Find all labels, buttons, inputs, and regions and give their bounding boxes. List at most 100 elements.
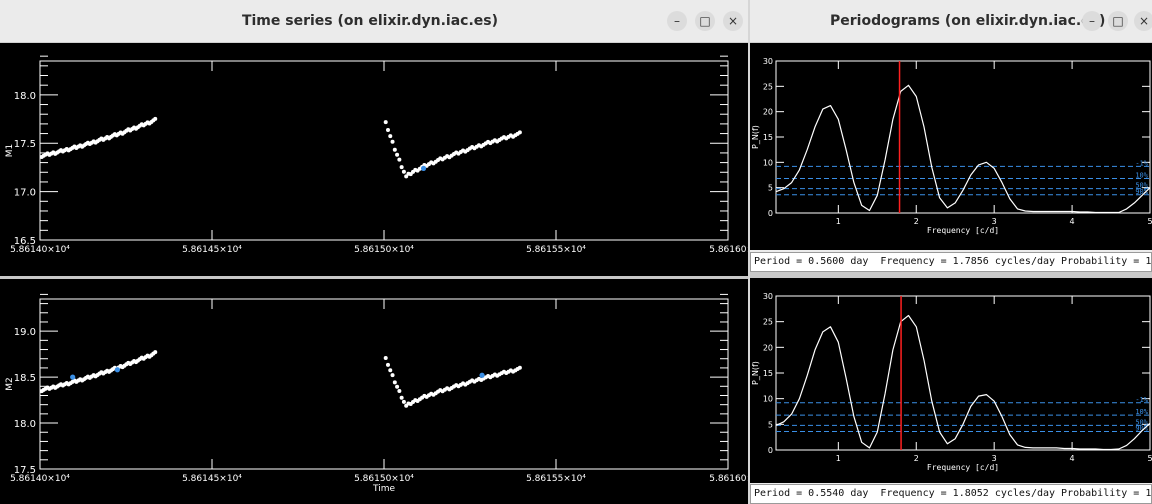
- periodograms-title: Periodograms (on elixir.dyn.iac.es): [830, 13, 1106, 29]
- m2-plot[interactable]: 17.5 18.0 18.5 19.0 5.86140×10⁴ 5.86145×10⁴ 5.…: [0, 279, 748, 504]
- x-tick-label: 5.86140×10⁴: [10, 245, 70, 255]
- significance-level-label: -1%: [1135, 159, 1148, 167]
- highlight-point: [420, 165, 427, 171]
- data-point: [517, 365, 522, 370]
- periodogram-bottom-plot[interactable]: 0 5 10 15 20 25 30 1 2 3 4 5 Frequency [c/d] P_N(f) -1…: [750, 278, 1152, 483]
- data-point: [397, 389, 402, 394]
- y-tick-label: 15: [763, 133, 773, 142]
- data-point: [399, 395, 404, 400]
- data-point: [383, 355, 388, 360]
- x-tick-label: 3: [992, 217, 997, 226]
- y-tick-label: 18.0: [14, 91, 36, 102]
- m1-plot[interactable]: 16.5 17.0 17.5 18.0 5.86140×10⁴ 5.86145×10⁴ 5.…: [0, 43, 748, 276]
- significance-level-label: 90%: [1135, 425, 1148, 433]
- y-axis-label: P_N(f): [751, 361, 760, 385]
- significance-level-label: 90%: [1135, 188, 1148, 196]
- data-point: [153, 116, 158, 121]
- x-tick-label: 5.86160×: [709, 245, 748, 255]
- highlight-point: [479, 372, 485, 378]
- x-tick-label: 5.86140×10⁴: [10, 474, 70, 484]
- data-point: [395, 384, 400, 389]
- y-tick-label: 0: [768, 209, 773, 218]
- data-point: [153, 350, 158, 355]
- status-top: Period = 0.5600 day Frequency = 1.7856 c…: [750, 252, 1152, 272]
- y-tick-label: 25: [763, 318, 773, 327]
- minimize-button[interactable]: –: [1082, 11, 1102, 31]
- data-point: [395, 152, 400, 157]
- x-tick-label: 5: [1147, 217, 1152, 226]
- significance-level-label: -1%: [1135, 396, 1148, 404]
- data-point: [399, 165, 404, 170]
- x-tick-label: 4: [1070, 217, 1075, 226]
- highlight-point: [114, 367, 120, 373]
- data-point: [383, 120, 388, 125]
- significance-level-label: 50%: [1135, 418, 1148, 426]
- periodograms-window: Periodograms (on elixir.dyn.iac.es) – □ …: [750, 0, 1152, 504]
- highlight-point: [70, 374, 76, 380]
- close-button[interactable]: ×: [723, 11, 743, 31]
- y-tick-label: 10: [763, 395, 773, 404]
- y-tick-label: 19.0: [14, 327, 36, 338]
- significance-level-label: 10%: [1135, 172, 1148, 180]
- x-tick-label: 1: [836, 217, 841, 226]
- m2-chart: 17.5 18.0 18.5 19.0 5.86140×10⁴ 5.86145×10⁴ 5.…: [5, 293, 748, 494]
- periodogram-bottom-chart: 0 5 10 15 20 25 30 1 2 3 4 5 Frequency [c/d] P_N(f) -1…: [751, 292, 1152, 472]
- y-tick-label: 20: [763, 108, 773, 117]
- data-point: [401, 399, 406, 404]
- time-series-title: Time series (on elixir.dyn.iac.es): [241, 13, 499, 29]
- x-tick-label: 5.86160×: [709, 474, 748, 484]
- plot-frame: [39, 298, 729, 470]
- status-bottom: Period = 0.5540 day Frequency = 1.8052 c…: [750, 484, 1152, 504]
- periodogram-curve: [775, 314, 1151, 451]
- data-point: [392, 147, 397, 152]
- data-point: [385, 127, 390, 132]
- plot-frame: [775, 295, 1151, 451]
- x-axis-label: Frequency [c/d]: [927, 463, 999, 472]
- data-point: [388, 368, 393, 373]
- y-tick-label: 17.5: [14, 139, 36, 150]
- y-tick-label: 30: [763, 57, 773, 66]
- data-point: [385, 362, 390, 367]
- y-tick-label: 18.0: [14, 419, 36, 430]
- x-tick-label: 5: [1147, 454, 1152, 463]
- plot-frame: [39, 60, 729, 241]
- time-series-titlebar[interactable]: Time series (on elixir.dyn.iac.es) – □ ×: [0, 0, 748, 43]
- y-tick-label: 25: [763, 82, 773, 91]
- x-tick-label: 2: [914, 217, 919, 226]
- x-tick-label: 1: [836, 454, 841, 463]
- y-tick-label: 17.5: [14, 465, 36, 476]
- data-point: [390, 373, 395, 378]
- data-point: [397, 157, 402, 162]
- y-tick-label: 15: [763, 369, 773, 378]
- y-axis-label: M1: [5, 144, 15, 158]
- minimize-button[interactable]: –: [667, 11, 687, 31]
- data-point: [404, 174, 409, 179]
- y-tick-label: 17.0: [14, 188, 36, 199]
- data-point: [517, 130, 522, 135]
- x-tick-label: 5.86150×10⁴: [354, 245, 414, 255]
- x-tick-label: 3: [992, 454, 997, 463]
- periodogram-top-chart: 0 5 10 15 20 25 30 1 2 3 4 5 Frequency [c/d] P_N(f) -1…: [751, 57, 1152, 235]
- plot-separator: [750, 272, 1152, 278]
- y-axis-label: M2: [5, 377, 15, 391]
- data-point: [388, 134, 393, 139]
- x-tick-label: 5.86145×10⁴: [182, 245, 242, 255]
- periodogram-curve: [775, 84, 1151, 214]
- y-tick-label: 10: [763, 158, 773, 167]
- data-point: [390, 139, 395, 144]
- x-tick-label: 5.86145×10⁴: [182, 474, 242, 484]
- y-tick-label: 5: [768, 184, 773, 193]
- periodograms-titlebar[interactable]: Periodograms (on elixir.dyn.iac.es) – □ …: [750, 0, 1152, 43]
- y-tick-label: 0: [768, 446, 773, 455]
- maximize-button[interactable]: □: [695, 11, 715, 31]
- data-point: [392, 380, 397, 385]
- maximize-button[interactable]: □: [1108, 11, 1128, 31]
- periodogram-top-plot[interactable]: 0 5 10 15 20 25 30 1 2 3 4 5 Frequency [c/d] P_N(f) -1…: [750, 43, 1152, 250]
- x-tick-label: 5.86150×10⁴: [354, 474, 414, 484]
- close-button[interactable]: ×: [1134, 11, 1152, 31]
- y-tick-label: 5: [768, 420, 773, 429]
- y-tick-label: 20: [763, 343, 773, 352]
- data-point: [401, 169, 406, 174]
- m1-chart: 16.5 17.0 17.5 18.0 5.86140×10⁴ 5.86145×10⁴ 5.…: [5, 55, 748, 255]
- x-axis-label: Time: [372, 484, 395, 494]
